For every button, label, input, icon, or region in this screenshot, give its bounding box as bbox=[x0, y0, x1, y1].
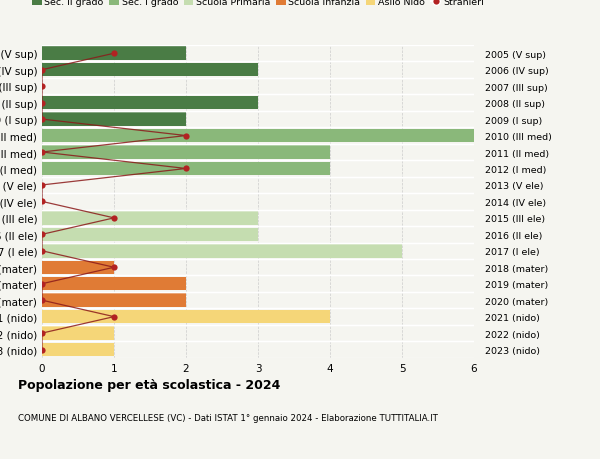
Bar bbox=[42, 64, 258, 77]
Bar bbox=[42, 162, 330, 176]
Bar bbox=[42, 245, 402, 258]
Bar bbox=[42, 228, 258, 241]
Bar bbox=[42, 129, 474, 143]
Text: COMUNE DI ALBANO VERCELLESE (VC) - Dati ISTAT 1° gennaio 2024 - Elaborazione TUT: COMUNE DI ALBANO VERCELLESE (VC) - Dati … bbox=[18, 413, 438, 422]
Bar bbox=[42, 261, 114, 274]
Bar bbox=[42, 146, 330, 159]
Bar bbox=[42, 294, 186, 307]
Bar bbox=[42, 277, 186, 291]
Bar bbox=[42, 113, 186, 127]
Text: Popolazione per età scolastica - 2024: Popolazione per età scolastica - 2024 bbox=[18, 379, 280, 392]
Bar bbox=[42, 327, 114, 340]
Bar bbox=[42, 97, 258, 110]
Bar bbox=[42, 343, 114, 357]
Legend: Sec. II grado, Sec. I grado, Scuola Primaria, Scuola Infanzia, Asilo Nido, Stran: Sec. II grado, Sec. I grado, Scuola Prim… bbox=[28, 0, 488, 11]
Bar bbox=[42, 310, 330, 324]
Bar bbox=[42, 47, 186, 61]
Bar bbox=[42, 212, 258, 225]
